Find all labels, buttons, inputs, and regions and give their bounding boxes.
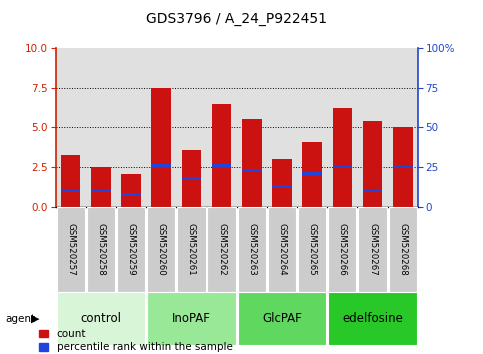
Bar xyxy=(332,166,352,169)
Text: GSM520266: GSM520266 xyxy=(338,223,347,276)
Text: control: control xyxy=(80,312,121,325)
Legend: count, percentile rank within the sample: count, percentile rank within the sample xyxy=(39,329,233,352)
Bar xyxy=(91,167,111,207)
Bar xyxy=(151,88,171,207)
Bar xyxy=(182,150,201,207)
Bar xyxy=(212,104,231,207)
Bar xyxy=(393,127,412,207)
Bar xyxy=(302,142,322,207)
Text: GSM520267: GSM520267 xyxy=(368,223,377,276)
Text: GSM520261: GSM520261 xyxy=(187,223,196,276)
Text: GSM520265: GSM520265 xyxy=(308,223,317,276)
Text: GSM520259: GSM520259 xyxy=(127,223,136,276)
Bar xyxy=(242,169,262,172)
Text: GSM520264: GSM520264 xyxy=(277,223,286,276)
Bar xyxy=(363,121,383,207)
Bar xyxy=(272,185,292,188)
Text: GSM520260: GSM520260 xyxy=(156,223,166,276)
Text: InoPAF: InoPAF xyxy=(172,312,211,325)
Bar xyxy=(61,190,81,192)
Bar xyxy=(332,108,352,207)
Bar xyxy=(91,190,111,192)
Bar xyxy=(242,120,262,207)
Bar xyxy=(302,172,322,175)
Bar xyxy=(182,177,201,179)
Text: GSM520263: GSM520263 xyxy=(247,223,256,276)
Text: GSM520268: GSM520268 xyxy=(398,223,407,276)
Text: GSM520257: GSM520257 xyxy=(66,223,75,276)
Bar xyxy=(393,166,412,169)
Bar xyxy=(272,159,292,207)
Bar xyxy=(363,190,383,192)
Bar xyxy=(121,193,141,195)
Text: GSM520258: GSM520258 xyxy=(96,223,105,276)
Text: GSM520262: GSM520262 xyxy=(217,223,226,276)
Text: agent: agent xyxy=(6,314,36,324)
Bar xyxy=(212,165,231,167)
Bar xyxy=(61,154,81,207)
Text: ▶: ▶ xyxy=(30,314,39,324)
Bar xyxy=(151,165,171,167)
Text: GlcPAF: GlcPAF xyxy=(262,312,302,325)
Text: GDS3796 / A_24_P922451: GDS3796 / A_24_P922451 xyxy=(146,12,327,27)
Bar xyxy=(121,174,141,207)
Text: edelfosine: edelfosine xyxy=(342,312,403,325)
